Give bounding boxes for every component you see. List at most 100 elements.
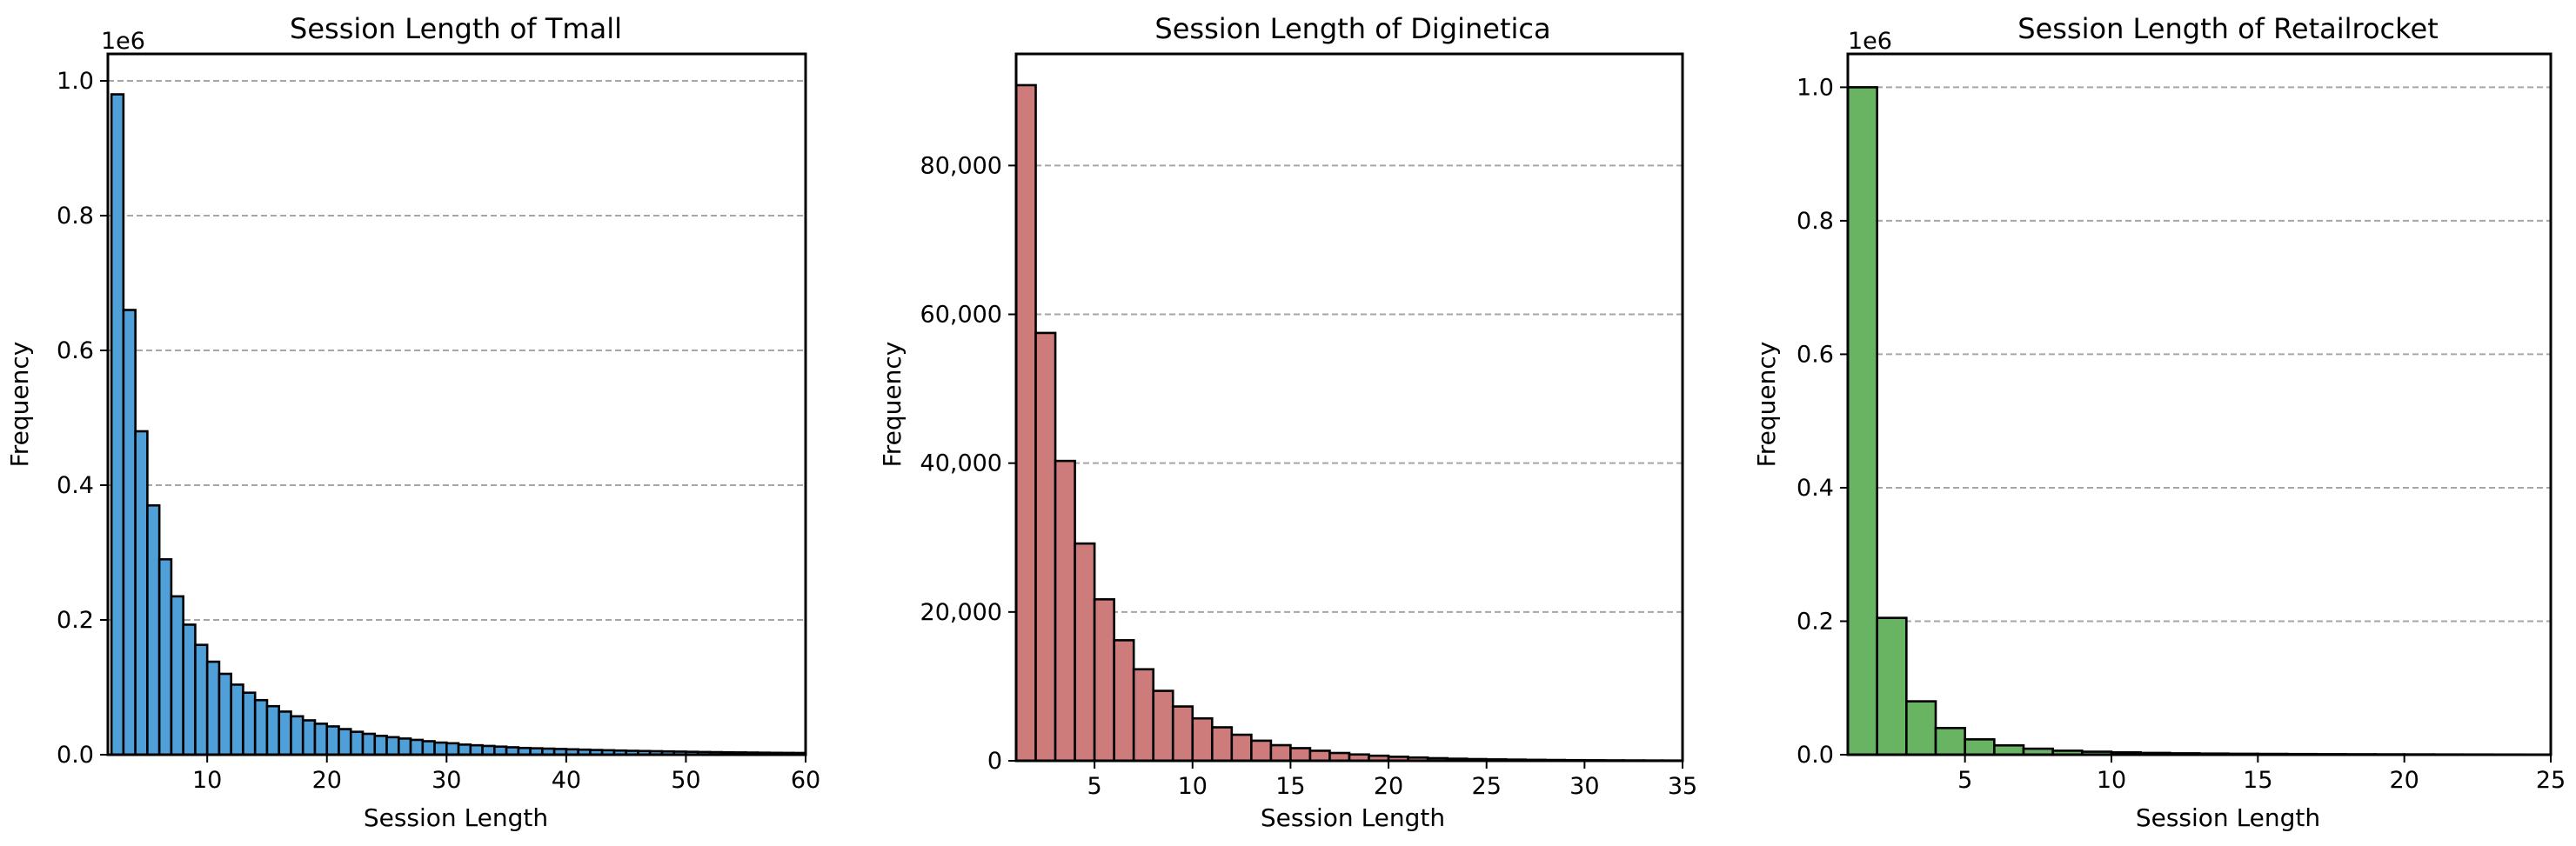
x-axis-label: Session Length [1261,803,1445,832]
bar [1269,743,1292,763]
y-tick-label: 0.0 [1797,742,1834,769]
bar [313,723,329,756]
plot-frame [1846,52,2553,756]
x-tick-label: 5 [1087,773,1102,800]
y-axis-label: Frequency [878,342,907,468]
bar [265,704,281,756]
bar [373,734,388,756]
x-tick-label: 30 [1569,773,1599,800]
y-tick-label: 0.4 [1797,475,1834,502]
x-tick-label: 50 [671,767,700,794]
x-tick-label: 10 [2097,767,2126,794]
x-tick-label: 25 [1472,773,1502,800]
bar [134,430,149,756]
bar [433,741,448,756]
bar [301,719,317,756]
y-tick-label: 40,000 [920,450,1002,477]
y-tick-label: 1.0 [1797,74,1834,101]
bar [157,557,173,756]
bar [146,503,161,756]
y-axis-label: Frequency [5,342,34,468]
bar [361,732,377,756]
bar [421,740,436,756]
x-tick-label: 60 [791,767,820,794]
bar [253,698,269,756]
bar [1289,747,1312,763]
bar [182,623,197,756]
x-axis-label: Session Length [2136,803,2320,832]
plot-frame [106,52,807,756]
y-tick-label: 0.8 [1797,208,1834,235]
bar [278,710,292,756]
x-tick-label: 30 [432,767,461,794]
y-tick-label: 0.4 [57,472,94,499]
plot-frame [1014,52,1684,763]
x-tick-label: 15 [2243,767,2272,794]
bar [1964,738,1996,756]
y-tick-label: 60,000 [920,302,1002,329]
bar [1093,597,1115,763]
y-tick-label: 20,000 [920,599,1002,626]
bar [290,715,304,756]
x-tick-label: 10 [1178,773,1208,800]
bar [325,725,340,756]
x-tick-label: 40 [552,767,581,794]
x-tick-label: 15 [1275,773,1305,800]
bar [205,660,221,756]
bar [1014,83,1037,763]
bar [349,730,365,756]
bar [230,683,244,756]
bar [122,309,137,756]
x-tick-label: 20 [312,767,342,794]
y-offset-label: 1e6 [1848,28,1892,55]
bar [1054,459,1076,763]
bar [397,737,412,756]
bar [242,691,257,756]
bar [170,595,184,756]
y-tick-label: 0.2 [1797,608,1834,635]
bar [1934,726,1966,756]
bar [1191,716,1214,763]
bar [338,728,352,756]
bar [481,744,496,756]
chart-title: Session Length of Tmall [290,12,622,45]
bar [1250,739,1273,763]
bar [1210,726,1234,763]
x-tick-label: 10 [192,767,222,794]
y-tick-label: 0.6 [57,337,94,364]
y-axis-label: Frequency [1752,342,1781,468]
bar [1846,86,1878,756]
bar [1074,542,1096,763]
x-tick-label: 5 [1957,767,1972,794]
bar [1034,331,1057,763]
bar [110,93,125,756]
y-tick-label: 1.0 [57,68,94,95]
bar [457,743,472,756]
bar [1113,639,1135,763]
y-tick-label: 0 [987,748,1002,775]
bar [1171,705,1194,763]
bar [469,743,484,756]
chart-title: Session Length of Retailrocket [2017,12,2439,45]
bar [1230,733,1253,763]
y-tick-label: 0.0 [57,742,94,769]
bar [1876,616,1908,756]
bar [409,738,425,756]
y-tick-label: 0.8 [57,203,94,230]
x-axis-label: Session Length [364,803,548,832]
x-tick-label: 25 [2536,767,2566,794]
bar [1152,689,1174,763]
chart-title: Session Length of Diginetica [1154,12,1550,45]
bar [217,672,232,756]
bar [194,643,209,756]
y-tick-label: 0.2 [57,607,94,634]
chart-retailrocket: Session Length of Retailrocket 1e6 Frequ… [1752,12,2566,832]
bar [1132,668,1155,763]
bar [1993,743,2025,756]
bar [1308,749,1331,763]
x-tick-label: 20 [2389,767,2419,794]
chart-tmall: Session Length of Tmall 1e6 Frequency Se… [5,12,820,832]
y-tick-label: 80,000 [920,152,1002,179]
chart-diginetica: Session Length of Diginetica Frequency S… [878,12,1697,832]
